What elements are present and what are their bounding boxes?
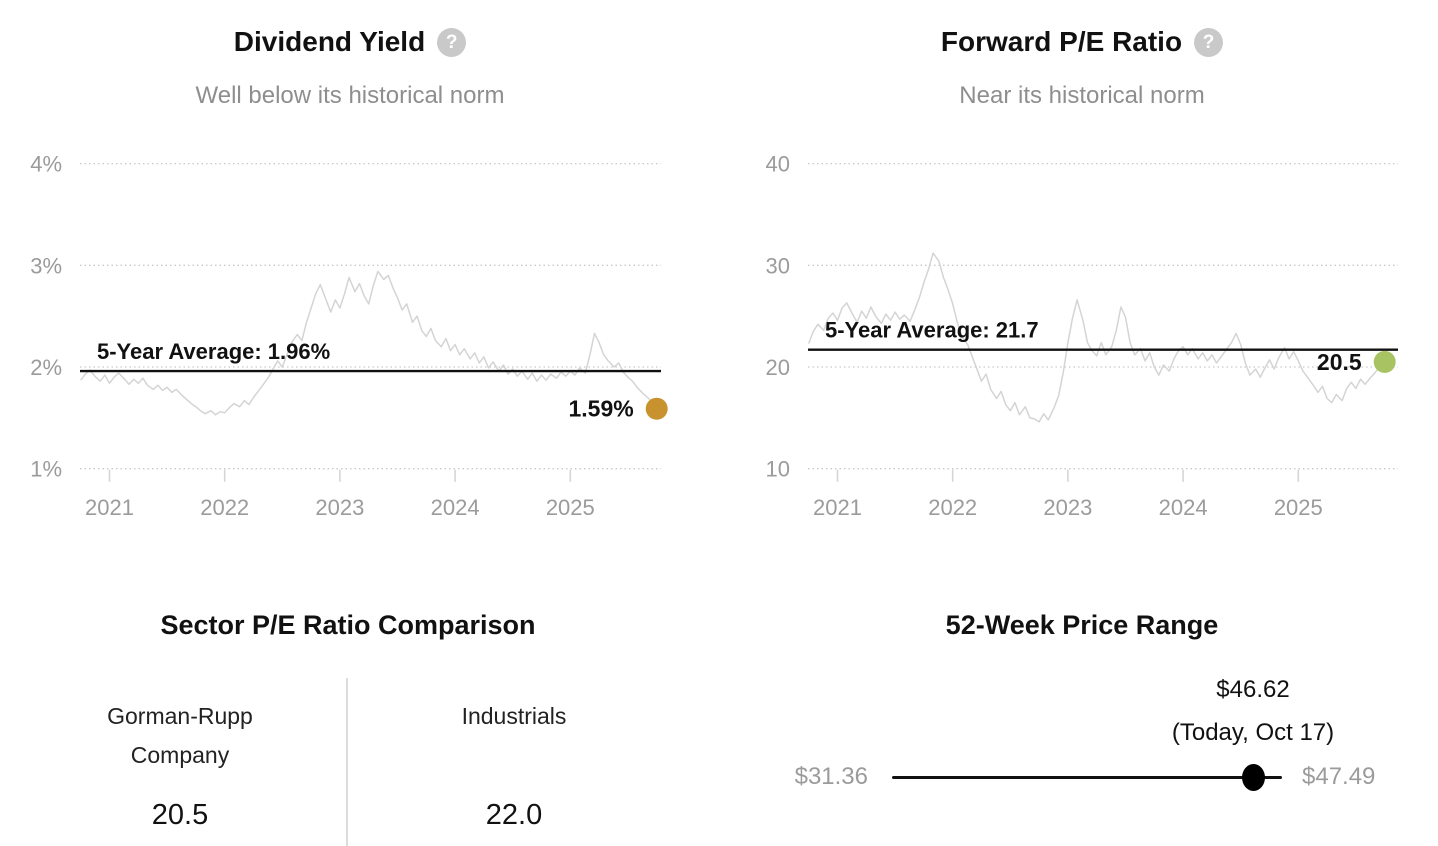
question-mark-glyph: ? (1202, 31, 1215, 53)
price-range-track (892, 776, 1282, 779)
x-axis-label: 2024 (431, 495, 480, 520)
help-icon[interactable]: ? (1194, 27, 1224, 57)
current-value-label: 1.59% (568, 396, 633, 422)
comparison-divider (346, 678, 348, 846)
x-axis-label: 2022 (200, 495, 249, 520)
comparison-company-label: Gorman-Rupp Company (107, 703, 253, 768)
charts-canvas: 4% 3% 2% 1% 2021 2022 2023 2024 2025 5-Year Avera… (30, 152, 1398, 520)
help-icon[interactable]: ? (437, 27, 467, 57)
y-axis-label: 2% (30, 355, 62, 380)
x-axis-label: 2021 (85, 495, 134, 520)
x-axis-label: 2023 (315, 495, 364, 520)
price-range-current-dot (1242, 764, 1265, 791)
forward-pe-chart: 40 30 20 10 2021 2022 2023 2024 2025 5-Year Avera… (766, 152, 1398, 520)
comparison-sector-label: Industrials (461, 703, 567, 729)
current-value-label: 20.5 (1317, 349, 1362, 375)
y-axis-label: 20 (766, 355, 790, 380)
x-axis-label: 2025 (1274, 495, 1323, 520)
current-value-dot (645, 397, 668, 420)
metric-history-line (807, 252, 1386, 423)
price-range-title: 52-Week Price Range (945, 610, 1219, 640)
x-axis-label: 2021 (813, 495, 862, 520)
price-range-current-date: (Today, Oct 17) (1171, 719, 1335, 746)
forward-pe-title: Forward P/E Ratio (940, 26, 1183, 57)
forward-pe-header: Forward P/E Ratio ? (728, 24, 1436, 60)
x-axis-label: 2024 (1159, 495, 1208, 520)
price-range-low-label: $31.36 (794, 763, 868, 790)
y-axis-label: 10 (766, 457, 790, 482)
dividend-yield-title: Dividend Yield (233, 26, 426, 57)
price-range-high-label: $47.49 (1302, 763, 1376, 790)
y-axis-label: 40 (766, 152, 790, 177)
y-axis-label: 3% (30, 253, 62, 278)
average-line-label: 5-Year Average: 21.7 (825, 318, 1039, 343)
dividend-yield-header: Dividend Yield ? (0, 24, 700, 60)
y-axis-label: 30 (766, 253, 790, 278)
price-range-current-price: $46.62 (1216, 676, 1290, 703)
forward-pe-subtitle: Near its historical norm (959, 82, 1205, 109)
comparison-company-value: 20.5 (151, 799, 209, 831)
x-axis-label: 2025 (546, 495, 595, 520)
dividend-yield-chart: 4% 3% 2% 1% 2021 2022 2023 2024 2025 5-Year Avera… (30, 152, 668, 520)
current-value-dot (1373, 350, 1396, 373)
comparison-sector-value: 22.0 (485, 799, 543, 831)
dividend-yield-subtitle: Well below its historical norm (195, 82, 505, 109)
average-line-label: 5-Year Average: 1.96% (97, 339, 330, 364)
sector-comparison-title: Sector P/E Ratio Comparison (160, 610, 536, 640)
y-axis-label: 1% (30, 457, 62, 482)
x-axis-label: 2022 (928, 495, 977, 520)
x-axis-label: 2023 (1043, 495, 1092, 520)
y-axis-label: 4% (30, 152, 62, 177)
question-mark-glyph: ? (445, 31, 458, 53)
